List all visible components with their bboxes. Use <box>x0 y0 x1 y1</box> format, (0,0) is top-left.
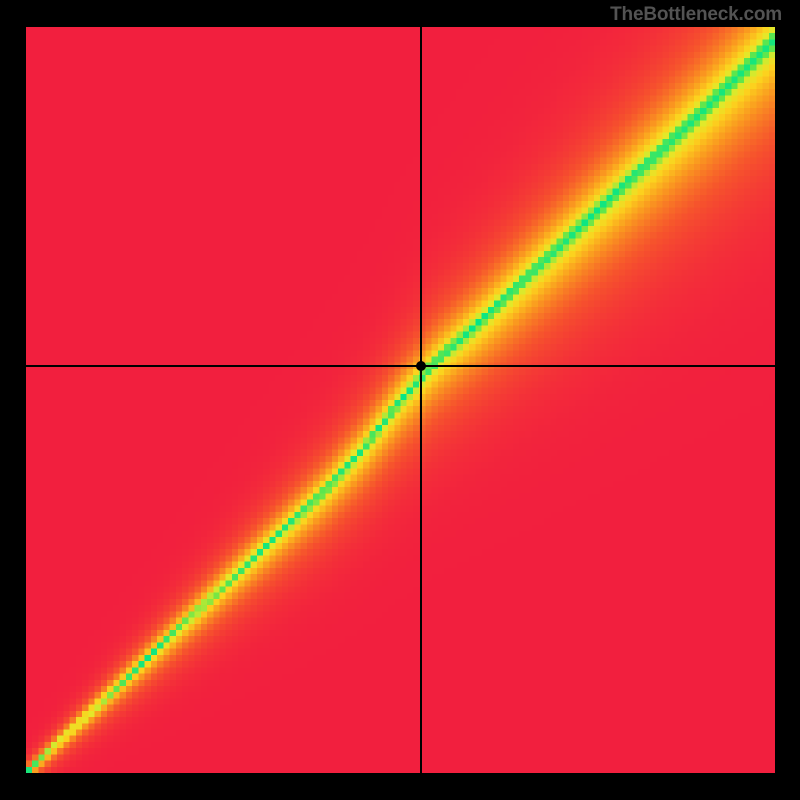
plot-outer-frame <box>26 27 775 773</box>
bottleneck-heatmap <box>26 27 775 773</box>
watermark-text: TheBottleneck.com <box>610 4 782 26</box>
crosshair-vertical <box>420 27 422 773</box>
selection-marker <box>416 361 426 371</box>
crosshair-horizontal <box>26 365 775 367</box>
